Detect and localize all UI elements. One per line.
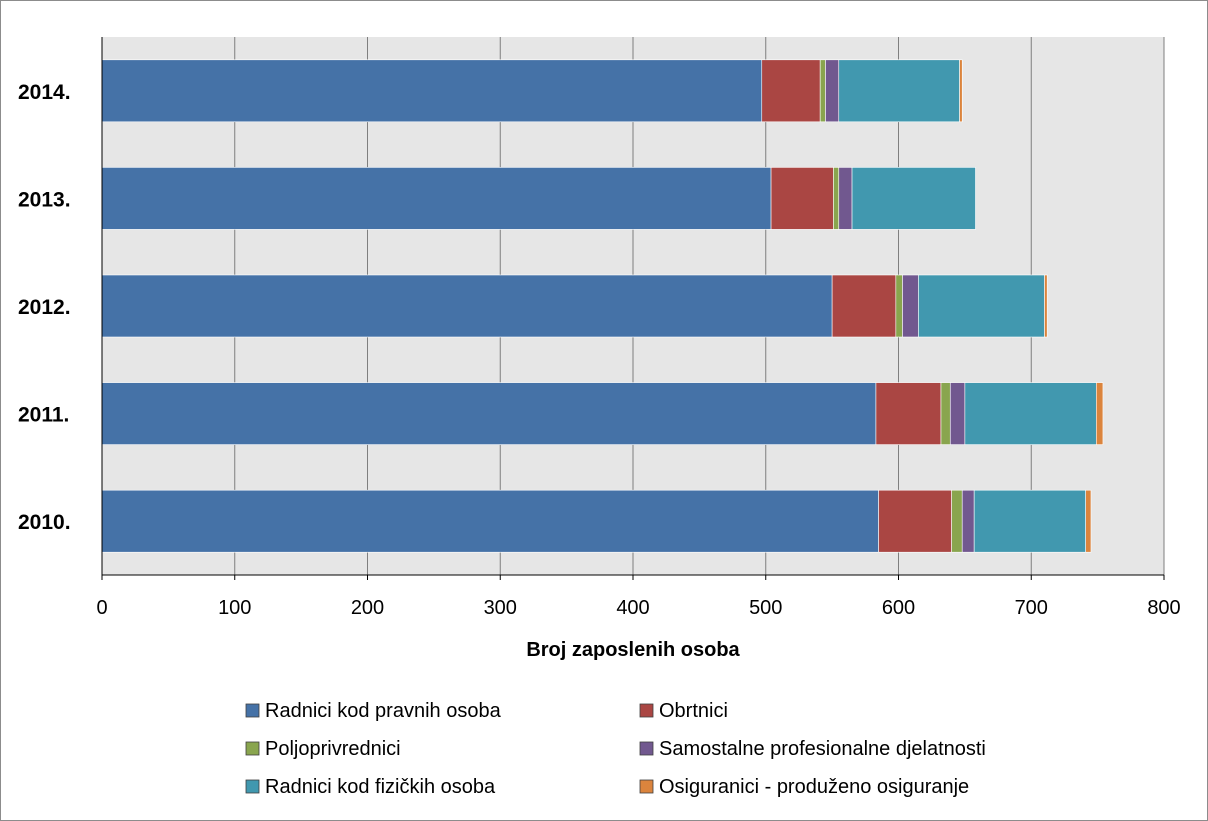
bar-segment [761, 59, 821, 123]
category-label: 2013. [18, 188, 71, 211]
x-tick-label: 0 [96, 597, 107, 619]
bar-segment [831, 274, 897, 338]
x-tick-label: 300 [484, 597, 517, 619]
bar-segment [1044, 274, 1048, 338]
bar-segment [101, 167, 772, 230]
bar-segment [961, 489, 975, 553]
bar-segment [895, 274, 903, 338]
bar-segment [959, 59, 963, 123]
legend-swatch [245, 779, 260, 794]
bars [101, 59, 1104, 553]
legend-swatch [245, 741, 260, 756]
category-label: 2010. [18, 511, 71, 534]
legend-swatch [639, 703, 654, 718]
bar-segment [973, 489, 1086, 553]
x-tick-label: 800 [1147, 597, 1180, 619]
legend-label: Radnici kod fizičkih osoba [265, 776, 496, 798]
legend-swatch [245, 703, 260, 718]
bar-segment [940, 382, 951, 445]
category-label: 2012. [18, 296, 71, 319]
bar-segment [101, 59, 763, 123]
x-tick-label: 500 [749, 597, 782, 619]
bar-segment [770, 167, 834, 230]
bar-segment [101, 274, 833, 338]
bar-segment [825, 59, 840, 123]
bar-segment [951, 489, 963, 553]
x-tick-label: 400 [616, 597, 649, 619]
x-axis-title: Broj zaposlenih osoba [526, 639, 740, 661]
bar-segment [819, 59, 826, 123]
legend-label: Poljoprivrednici [265, 738, 401, 760]
x-tick-labels: 0 100 200 300 400 500 600 700 800 [96, 575, 1181, 619]
bar-segment [101, 489, 879, 553]
category-label: 2011. [18, 404, 69, 427]
bar-segment [838, 167, 853, 230]
bar-segment [918, 274, 1045, 338]
bar-segment [902, 274, 919, 338]
bar-segment [838, 59, 960, 123]
category-label: 2014. [18, 81, 71, 104]
x-tick-label: 100 [218, 597, 251, 619]
bar-segment [875, 382, 942, 445]
legend-swatch [639, 741, 654, 756]
bar-segment [964, 382, 1097, 445]
bar-segment [949, 382, 966, 445]
legend-label: Obrtnici [659, 700, 728, 722]
bar-segment [878, 489, 952, 553]
legend-label: Osiguranici - produženo osiguranje [659, 776, 969, 798]
legend-label: Radnici kod pravnih osoba [265, 700, 502, 722]
bar-segment [1085, 489, 1092, 553]
bar-segment [1095, 382, 1104, 445]
x-tick-label: 200 [351, 597, 384, 619]
legend-swatch [639, 779, 654, 794]
x-tick-label: 700 [1015, 597, 1048, 619]
category-labels: 2010. 2011. 2012. 2013. 2014. [18, 81, 71, 534]
bar-segment [833, 167, 840, 230]
x-tick-label: 600 [882, 597, 915, 619]
legend: Radnici kod pravnih osoba Obrtnici Poljopr… [245, 700, 986, 798]
bar-segment [101, 382, 877, 445]
bar-segment [851, 167, 976, 230]
legend-label: Samostalne profesionalne djelatnosti [659, 738, 986, 760]
